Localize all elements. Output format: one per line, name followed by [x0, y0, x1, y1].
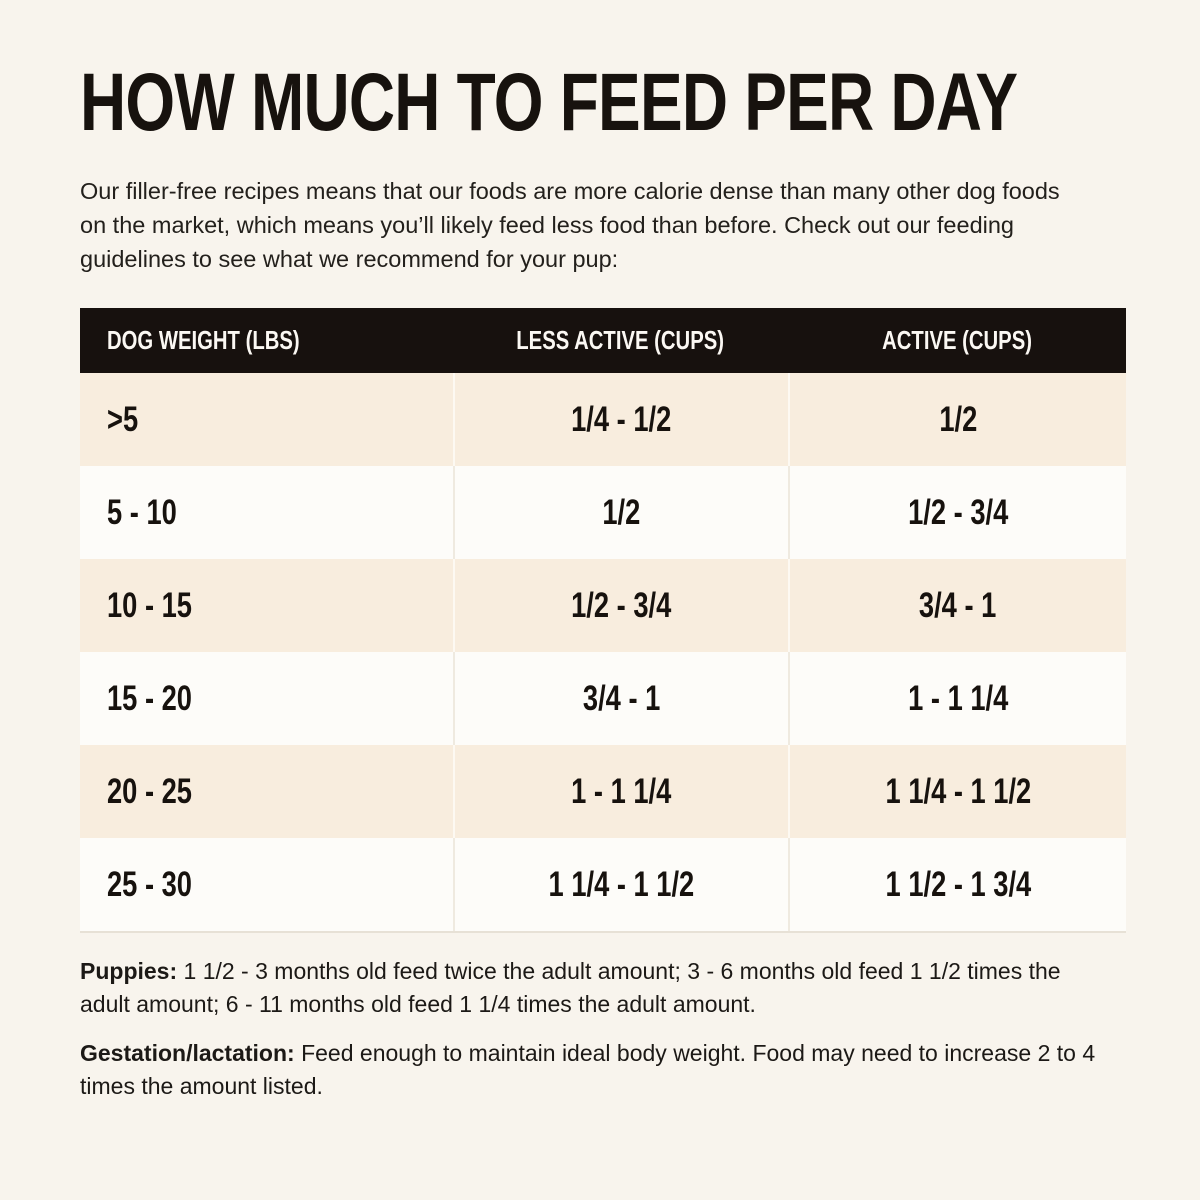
cell-active-value: 1/2 — [939, 399, 977, 439]
gestation-note: Gestation/lactation: Feed enough to main… — [80, 1037, 1110, 1103]
cell-active-value: 1/2 - 3/4 — [907, 492, 1009, 532]
cell-less-active: 1 1/4 - 1 1/2 — [453, 838, 788, 931]
cell-less-active: 1/2 - 3/4 — [453, 559, 788, 652]
column-header-active-label: ACTIVE (CUPS) — [882, 325, 1032, 355]
column-header-dog-weight-label: DOG WEIGHT (LBS) — [107, 325, 300, 355]
gestation-note-label: Gestation/lactation: — [80, 1040, 295, 1066]
cell-less-active: 1 - 1 1/4 — [453, 745, 788, 838]
puppies-note-text: 1 1/2 - 3 months old feed twice the adul… — [80, 958, 1061, 1017]
cell-less-active-value: 1 1/4 - 1 1/2 — [548, 864, 695, 904]
cell-dog-weight: 5 - 10 — [80, 493, 453, 533]
table-header-row: DOG WEIGHT (LBS) LESS ACTIVE (CUPS) ACTI… — [80, 308, 1126, 373]
cell-dog-weight-value: 25 - 30 — [107, 864, 192, 904]
cell-less-active-value: 1/2 — [602, 492, 641, 532]
cell-active-value: 3/4 - 1 — [919, 585, 997, 625]
gestation-note-text: Feed enough to maintain ideal body weigh… — [80, 1040, 1096, 1099]
cell-dog-weight-value: >5 — [107, 399, 139, 439]
cell-dog-weight: 15 - 20 — [80, 679, 453, 719]
cell-dog-weight: >5 — [80, 400, 453, 440]
table-row: 20 - 25 1 - 1 1/4 1 1/4 - 1 1/2 — [80, 745, 1126, 838]
table-row: >5 1/4 - 1/2 1/2 — [80, 373, 1126, 466]
puppies-note: Puppies: 1 1/2 - 3 months old feed twice… — [80, 955, 1110, 1021]
puppies-note-label: Puppies: — [80, 958, 178, 984]
intro-paragraph: Our filler-free recipes means that our f… — [80, 178, 1060, 272]
feeding-table: DOG WEIGHT (LBS) LESS ACTIVE (CUPS) ACTI… — [80, 308, 1126, 933]
cell-less-active-value: 1 - 1 1/4 — [571, 771, 672, 811]
cell-active-value: 1 1/2 - 1 3/4 — [885, 864, 1031, 904]
cell-active: 3/4 - 1 — [788, 559, 1126, 652]
cell-dog-weight: 20 - 25 — [80, 772, 453, 812]
cell-less-active-value: 1/2 - 3/4 — [571, 585, 672, 625]
column-header-dog-weight: DOG WEIGHT (LBS) — [80, 325, 453, 356]
table-row: 15 - 20 3/4 - 1 1 - 1 1/4 — [80, 652, 1126, 745]
cell-dog-weight-value: 10 - 15 — [107, 585, 192, 625]
cell-dog-weight: 25 - 30 — [80, 865, 453, 905]
cell-active: 1/2 - 3/4 — [788, 466, 1126, 559]
cell-active: 1 1/4 - 1 1/2 — [788, 745, 1126, 838]
cell-active-value: 1 - 1 1/4 — [907, 678, 1009, 718]
column-header-less-active: LESS ACTIVE (CUPS) — [453, 325, 788, 356]
cell-active: 1 - 1 1/4 — [788, 652, 1126, 745]
cell-dog-weight-value: 20 - 25 — [107, 771, 192, 811]
column-header-less-active-label: LESS ACTIVE (CUPS) — [516, 325, 725, 355]
cell-less-active: 1/2 — [453, 466, 788, 559]
cell-active-value: 1 1/4 - 1 1/2 — [885, 771, 1031, 811]
page-title-text: HOW MUCH TO FEED PER DAY — [80, 57, 1018, 148]
table-row: 10 - 15 1/2 - 3/4 3/4 - 1 — [80, 559, 1126, 652]
table-row: 25 - 30 1 1/4 - 1 1/2 1 1/2 - 1 3/4 — [80, 838, 1126, 933]
cell-active: 1/2 — [788, 373, 1126, 466]
page-title: HOW MUCH TO FEED PER DAY — [80, 62, 1124, 154]
cell-less-active-value: 1/4 - 1/2 — [571, 399, 672, 439]
cell-less-active-value: 3/4 - 1 — [582, 678, 661, 718]
cell-less-active: 1/4 - 1/2 — [453, 373, 788, 466]
cell-dog-weight-value: 15 - 20 — [107, 678, 192, 718]
cell-dog-weight: 10 - 15 — [80, 586, 453, 626]
cell-dog-weight-value: 5 - 10 — [107, 492, 177, 532]
column-header-active: ACTIVE (CUPS) — [788, 325, 1126, 356]
table-row: 5 - 10 1/2 1/2 - 3/4 — [80, 466, 1126, 559]
cell-less-active: 3/4 - 1 — [453, 652, 788, 745]
cell-active: 1 1/2 - 1 3/4 — [788, 838, 1126, 931]
